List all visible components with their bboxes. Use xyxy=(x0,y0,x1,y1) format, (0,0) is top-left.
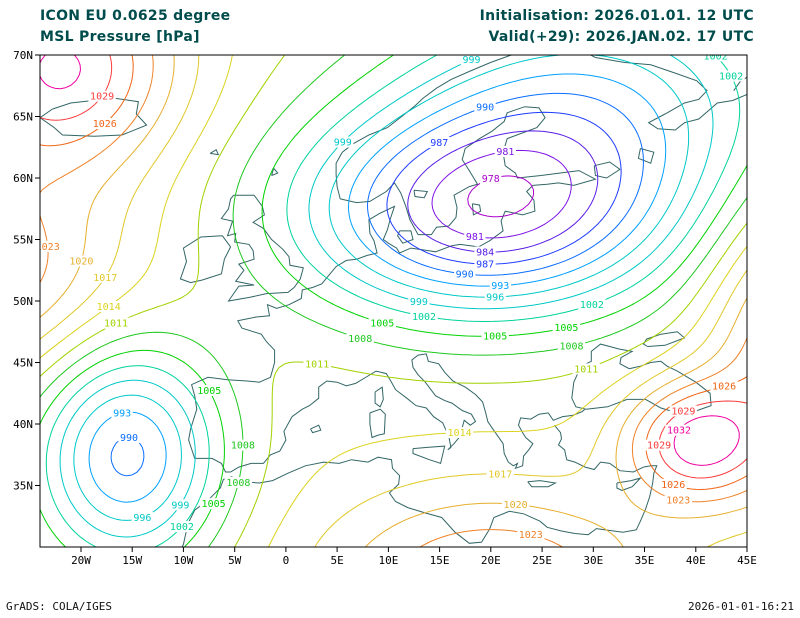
svg-text:1008: 1008 xyxy=(231,441,255,452)
svg-text:990: 990 xyxy=(476,102,494,113)
plot-title-block: ICON EU 0.0625 degree MSL Pressure [hPa] xyxy=(40,6,230,48)
svg-text:1026: 1026 xyxy=(661,480,685,491)
init-time-label: Initialisation: 2026.01.01. 12 UTC xyxy=(479,8,754,24)
svg-text:1002: 1002 xyxy=(170,522,194,533)
svg-text:1026: 1026 xyxy=(712,382,736,393)
svg-text:1026: 1026 xyxy=(93,119,117,130)
svg-text:1011: 1011 xyxy=(104,319,128,330)
valid-time-label: Valid(+29): 2026.JAN.02. 17 UTC xyxy=(488,29,754,45)
svg-text:20W: 20W xyxy=(71,554,91,567)
svg-text:5W: 5W xyxy=(228,554,242,567)
svg-text:999: 999 xyxy=(334,138,352,149)
svg-text:1029: 1029 xyxy=(90,92,114,103)
run-info-block: Initialisation: 2026.01.01. 12 UTC Valid… xyxy=(480,6,754,48)
axis-tick-labels: 20W 15W 10W 5W 0 5E 10E 15E 20E 25E 30E 35E 40E 45E 70… xyxy=(13,49,757,567)
svg-text:55N: 55N xyxy=(13,234,33,247)
svg-text:1017: 1017 xyxy=(488,470,512,481)
svg-text:987: 987 xyxy=(476,260,494,271)
svg-text:984: 984 xyxy=(476,248,494,259)
svg-text:1029: 1029 xyxy=(647,441,671,452)
svg-text:1005: 1005 xyxy=(554,323,578,334)
svg-text:981: 981 xyxy=(496,147,514,158)
svg-text:1023: 1023 xyxy=(36,242,60,253)
svg-text:20E: 20E xyxy=(481,554,501,567)
svg-text:999: 999 xyxy=(410,297,428,308)
contour-labels: 9789819819849879879909909909939939969969… xyxy=(36,51,745,541)
svg-text:5E: 5E xyxy=(330,554,343,567)
svg-text:1005: 1005 xyxy=(483,332,507,343)
svg-text:1008: 1008 xyxy=(348,334,372,345)
svg-text:1008: 1008 xyxy=(226,478,250,489)
model-title: ICON EU 0.0625 degree xyxy=(40,8,231,24)
svg-text:990: 990 xyxy=(120,433,138,444)
creation-timestamp: 2026-01-01-16:21 xyxy=(688,600,794,613)
isobar-contours xyxy=(40,55,747,547)
svg-text:10W: 10W xyxy=(173,554,193,567)
svg-text:993: 993 xyxy=(113,408,131,419)
svg-text:35E: 35E xyxy=(635,554,655,567)
svg-text:45N: 45N xyxy=(13,357,33,370)
svg-text:1011: 1011 xyxy=(305,360,329,371)
svg-text:1020: 1020 xyxy=(69,257,93,268)
svg-text:1020: 1020 xyxy=(504,500,528,511)
field-title: MSL Pressure [hPa] xyxy=(40,29,200,45)
svg-text:1023: 1023 xyxy=(666,495,690,506)
coastlines xyxy=(40,55,747,547)
svg-text:1032: 1032 xyxy=(667,426,691,437)
svg-text:981: 981 xyxy=(466,232,484,243)
svg-text:1014: 1014 xyxy=(97,302,121,313)
svg-text:30E: 30E xyxy=(583,554,603,567)
svg-text:15E: 15E xyxy=(430,554,450,567)
axis-ticks xyxy=(35,54,748,552)
svg-text:1005: 1005 xyxy=(202,499,226,510)
svg-text:999: 999 xyxy=(462,55,480,66)
svg-text:40E: 40E xyxy=(686,554,706,567)
svg-text:1002: 1002 xyxy=(580,300,604,311)
svg-text:1002: 1002 xyxy=(412,312,436,323)
svg-text:65N: 65N xyxy=(13,111,33,124)
svg-text:1017: 1017 xyxy=(93,273,117,284)
svg-text:1008: 1008 xyxy=(559,342,583,353)
svg-text:70N: 70N xyxy=(13,49,33,62)
svg-text:1029: 1029 xyxy=(671,406,695,417)
svg-text:1014: 1014 xyxy=(448,428,472,439)
svg-text:987: 987 xyxy=(430,138,448,149)
svg-text:15W: 15W xyxy=(122,554,142,567)
svg-text:1023: 1023 xyxy=(519,530,543,541)
svg-text:35N: 35N xyxy=(13,480,33,493)
svg-text:1005: 1005 xyxy=(197,386,221,397)
svg-text:993: 993 xyxy=(491,281,509,292)
svg-text:1002: 1002 xyxy=(704,51,728,62)
plot-frame: 20W 15W 10W 5W 0 5E 10E 15E 20E 25E 30E 35E 40E 45E 70… xyxy=(13,49,757,567)
svg-text:0: 0 xyxy=(283,554,290,567)
svg-text:45E: 45E xyxy=(737,554,757,567)
svg-text:50N: 50N xyxy=(13,295,33,308)
svg-text:996: 996 xyxy=(486,293,504,304)
svg-text:1002: 1002 xyxy=(719,72,743,83)
svg-text:990: 990 xyxy=(456,270,474,281)
svg-text:40N: 40N xyxy=(13,418,33,431)
svg-text:996: 996 xyxy=(133,513,151,524)
svg-text:1011: 1011 xyxy=(574,364,598,375)
svg-text:978: 978 xyxy=(482,174,500,185)
svg-text:1005: 1005 xyxy=(370,319,394,330)
svg-text:10E: 10E xyxy=(378,554,398,567)
svg-text:60N: 60N xyxy=(13,172,33,185)
grads-stamp: GrADS: COLA/IGES xyxy=(6,600,112,613)
svg-text:999: 999 xyxy=(171,500,189,511)
svg-text:25E: 25E xyxy=(532,554,552,567)
